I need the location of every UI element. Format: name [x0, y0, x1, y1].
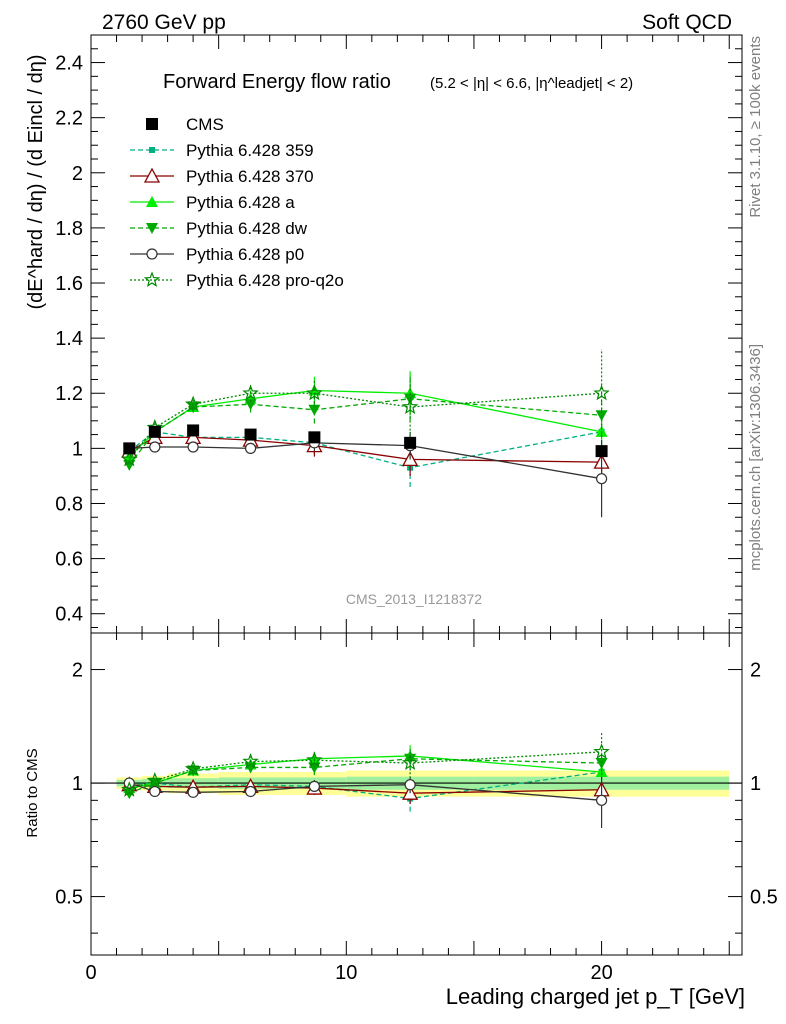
ratio-point — [187, 786, 199, 798]
legend-label: Pythia 6.428 370 — [186, 167, 314, 186]
ratio-point — [593, 743, 610, 759]
ratio-point — [595, 758, 608, 770]
main-title: Forward Energy flow ratio — [163, 71, 391, 93]
ratio-point — [149, 785, 161, 798]
ratio-y-tick-label-right: 2 — [750, 660, 761, 682]
y-tick-label: 1.4 — [55, 328, 83, 350]
data-point — [184, 395, 202, 412]
data-point — [187, 424, 200, 437]
data-point — [595, 473, 608, 485]
ratio-point — [595, 794, 608, 806]
series-line — [128, 392, 602, 460]
legend-label: Pythia 6.428 359 — [186, 141, 314, 160]
ratio-y-tick-label: 0.5 — [55, 887, 83, 909]
ratio-point — [306, 751, 323, 768]
legend: CMS Pythia 6.428 359 Pythia 6.428 370 Pythi… — [130, 115, 344, 290]
legend-label: Pythia 6.428 dw — [186, 219, 308, 238]
ratio-point — [121, 781, 138, 797]
main-plot-area: 0.4 0.6 0.8 1 1.2 1.4 1.6 1.8 2 2.2 2.4 — [55, 34, 743, 955]
data-point — [244, 399, 257, 411]
data-point — [306, 384, 323, 401]
legend-marker — [146, 223, 158, 234]
x-tick-label: 20 — [590, 962, 612, 984]
data-point — [123, 442, 136, 455]
y-tick-label: 1.6 — [55, 273, 83, 295]
ratio-frame — [90, 632, 743, 956]
ratio-point — [146, 771, 164, 788]
y-tick-label: 2.2 — [55, 108, 83, 130]
header-left: 2760 GeV pp — [102, 11, 226, 34]
legend-marker — [146, 248, 158, 260]
y-tick-label: 1.2 — [55, 383, 83, 405]
legend-label: Pythia 6.428 a — [186, 193, 295, 212]
data-point — [242, 384, 259, 401]
main-ylabel: (dE^hard / dη) / (d Eincl / dη) — [25, 54, 47, 309]
y-tick-label: 1.8 — [55, 218, 83, 240]
data-point — [593, 384, 610, 401]
legend-marker — [149, 147, 155, 153]
ratio-y-tick-label: 1 — [72, 773, 83, 795]
ratio-point — [404, 779, 416, 791]
y-tick-label: 1 — [72, 438, 83, 460]
data-point — [123, 450, 136, 462]
data-point — [595, 445, 608, 458]
legend-label: Pythia 6.428 p0 — [186, 245, 304, 264]
series-line — [128, 398, 602, 466]
ratio-point — [404, 753, 417, 765]
data-point — [121, 450, 138, 467]
xlabel: Leading charged jet p_T [GeV] — [446, 984, 745, 1009]
legend-label: CMS — [186, 115, 224, 134]
header-right: Soft QCD — [642, 11, 732, 34]
legend-marker — [143, 271, 161, 288]
data-point — [595, 425, 608, 437]
series-line — [128, 436, 602, 463]
ratio-plot-area: 0 10 20 0.5 0.5 1 1 2 2 — [55, 632, 778, 984]
mcplots-label: mcplots.cern.ch [arXiv:1306.3436] — [747, 344, 764, 571]
rivet-label: Rivet 3.1.10, ≥ 100k events — [747, 36, 764, 218]
ratio-point — [401, 754, 419, 771]
data-point — [187, 441, 199, 453]
legend-marker — [146, 196, 158, 207]
analysis-watermark: CMS_2013_I1218372 — [346, 591, 482, 607]
ratio-point — [308, 780, 320, 792]
ratio-y-tick-label-right: 0.5 — [750, 887, 778, 909]
ratio-y-tick-label: 2 — [72, 660, 83, 682]
y-tick-label: 0.6 — [55, 549, 83, 571]
ratio-ylabel: Ratio to CMS — [24, 748, 41, 837]
main-title-cut: (5.2 < |η| < 6.6, |η^leadjet| < 2) — [430, 75, 633, 92]
ratio-y-tick-label-right: 1 — [750, 773, 761, 795]
ratio-point — [244, 785, 257, 798]
data-point — [308, 404, 321, 416]
y-tick-label: 0.4 — [55, 604, 83, 626]
legend-label: Pythia 6.428 pro-q2o — [186, 271, 344, 290]
x-tick-label: 0 — [85, 962, 96, 984]
x-tick-label: 10 — [335, 962, 357, 984]
data-point — [149, 441, 161, 453]
data-point — [308, 431, 321, 444]
data-point — [244, 442, 257, 454]
ratio-point — [242, 752, 259, 769]
y-tick-label: 2 — [72, 163, 83, 185]
data-point — [148, 425, 161, 438]
data-point — [404, 436, 417, 449]
legend-marker — [143, 167, 161, 183]
y-tick-label: 2.4 — [55, 53, 83, 75]
data-point — [401, 398, 419, 415]
data-point — [244, 428, 257, 441]
ratio-point — [184, 760, 202, 776]
legend-marker — [146, 118, 158, 130]
main-title-text: Forward Energy flow ratio — [163, 71, 391, 93]
y-tick-label: 0.8 — [55, 493, 83, 515]
